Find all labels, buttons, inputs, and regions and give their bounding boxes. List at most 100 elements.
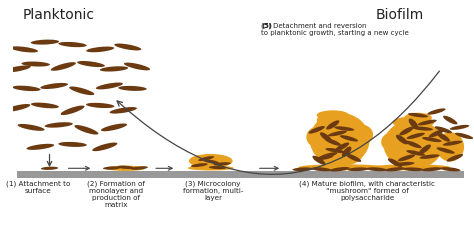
Ellipse shape — [437, 132, 464, 161]
Ellipse shape — [317, 113, 354, 127]
Ellipse shape — [407, 133, 425, 139]
Ellipse shape — [381, 132, 404, 152]
Ellipse shape — [58, 42, 87, 47]
Ellipse shape — [298, 164, 386, 170]
Ellipse shape — [403, 167, 424, 171]
Ellipse shape — [447, 154, 463, 162]
Ellipse shape — [314, 155, 333, 160]
Text: (1) Attachment to
surface: (1) Attachment to surface — [6, 181, 70, 194]
Ellipse shape — [77, 61, 105, 67]
Ellipse shape — [198, 156, 214, 161]
Ellipse shape — [92, 143, 118, 151]
Ellipse shape — [398, 154, 415, 161]
Ellipse shape — [106, 166, 145, 171]
Ellipse shape — [40, 83, 68, 89]
Ellipse shape — [86, 47, 114, 52]
Ellipse shape — [396, 135, 408, 144]
Ellipse shape — [51, 62, 76, 71]
Ellipse shape — [117, 166, 134, 169]
Ellipse shape — [406, 150, 425, 156]
Ellipse shape — [437, 147, 455, 154]
Ellipse shape — [348, 124, 373, 145]
Text: (5) Detachment and reversion
to planktonic growth, starting a new cycle: (5) Detachment and reversion to plankton… — [262, 23, 409, 36]
Ellipse shape — [306, 126, 332, 148]
Text: (3) Microcolony
formation, multi-
layer: (3) Microcolony formation, multi- layer — [183, 181, 243, 201]
Ellipse shape — [428, 108, 446, 115]
Text: (2) Formation of
monolayer and
production of
matrix: (2) Formation of monolayer and productio… — [87, 181, 145, 208]
Ellipse shape — [328, 131, 347, 136]
Bar — [17, 171, 464, 178]
Ellipse shape — [383, 120, 443, 169]
Text: (4) Mature biofilm, with characteristic
"mushroom" formed of
polysaccharide: (4) Mature biofilm, with characteristic … — [300, 181, 435, 201]
Ellipse shape — [309, 126, 325, 134]
Ellipse shape — [61, 106, 84, 115]
Ellipse shape — [41, 167, 58, 170]
Ellipse shape — [189, 154, 233, 168]
Ellipse shape — [419, 129, 445, 150]
Ellipse shape — [325, 138, 341, 146]
Text: Biofilm: Biofilm — [375, 8, 424, 22]
Ellipse shape — [74, 125, 99, 135]
Ellipse shape — [400, 127, 414, 135]
Ellipse shape — [202, 159, 219, 164]
Ellipse shape — [372, 164, 450, 170]
Ellipse shape — [45, 122, 73, 128]
Ellipse shape — [385, 167, 405, 171]
Ellipse shape — [392, 116, 434, 129]
Ellipse shape — [317, 142, 363, 166]
Ellipse shape — [18, 124, 45, 131]
Ellipse shape — [96, 83, 123, 89]
Ellipse shape — [330, 167, 350, 171]
Ellipse shape — [443, 116, 457, 124]
Ellipse shape — [27, 144, 54, 150]
Ellipse shape — [103, 166, 120, 170]
Ellipse shape — [326, 120, 339, 130]
Ellipse shape — [422, 137, 442, 142]
Ellipse shape — [388, 158, 402, 167]
Ellipse shape — [188, 166, 234, 171]
Ellipse shape — [10, 46, 38, 52]
Ellipse shape — [292, 167, 313, 171]
Ellipse shape — [12, 86, 41, 91]
Ellipse shape — [366, 167, 387, 171]
Ellipse shape — [124, 62, 150, 70]
Ellipse shape — [69, 86, 94, 95]
Ellipse shape — [443, 141, 463, 146]
Ellipse shape — [435, 126, 452, 133]
Ellipse shape — [348, 167, 368, 171]
Ellipse shape — [191, 163, 208, 167]
Ellipse shape — [428, 129, 444, 137]
Ellipse shape — [450, 125, 469, 130]
Ellipse shape — [408, 113, 428, 117]
Ellipse shape — [325, 148, 345, 153]
Ellipse shape — [404, 113, 432, 122]
Ellipse shape — [131, 166, 148, 170]
Ellipse shape — [101, 123, 127, 131]
Ellipse shape — [342, 147, 351, 157]
Text: (5): (5) — [262, 23, 273, 29]
Ellipse shape — [422, 167, 442, 171]
Ellipse shape — [310, 113, 370, 166]
Ellipse shape — [21, 61, 50, 67]
Ellipse shape — [440, 167, 460, 171]
FancyArrowPatch shape — [117, 71, 439, 174]
Ellipse shape — [319, 152, 337, 159]
Ellipse shape — [334, 126, 355, 131]
Ellipse shape — [118, 86, 146, 91]
Ellipse shape — [312, 156, 326, 165]
Ellipse shape — [209, 166, 227, 169]
Ellipse shape — [391, 146, 437, 168]
Text: Planktonic: Planktonic — [23, 8, 95, 22]
Ellipse shape — [311, 167, 331, 171]
Ellipse shape — [58, 142, 87, 147]
Ellipse shape — [114, 44, 141, 50]
Ellipse shape — [412, 127, 433, 131]
Ellipse shape — [4, 104, 30, 112]
Ellipse shape — [31, 40, 59, 45]
Ellipse shape — [419, 145, 431, 154]
Ellipse shape — [346, 154, 361, 162]
Ellipse shape — [455, 133, 473, 139]
Ellipse shape — [214, 162, 231, 166]
Ellipse shape — [405, 141, 422, 148]
Ellipse shape — [418, 120, 437, 125]
